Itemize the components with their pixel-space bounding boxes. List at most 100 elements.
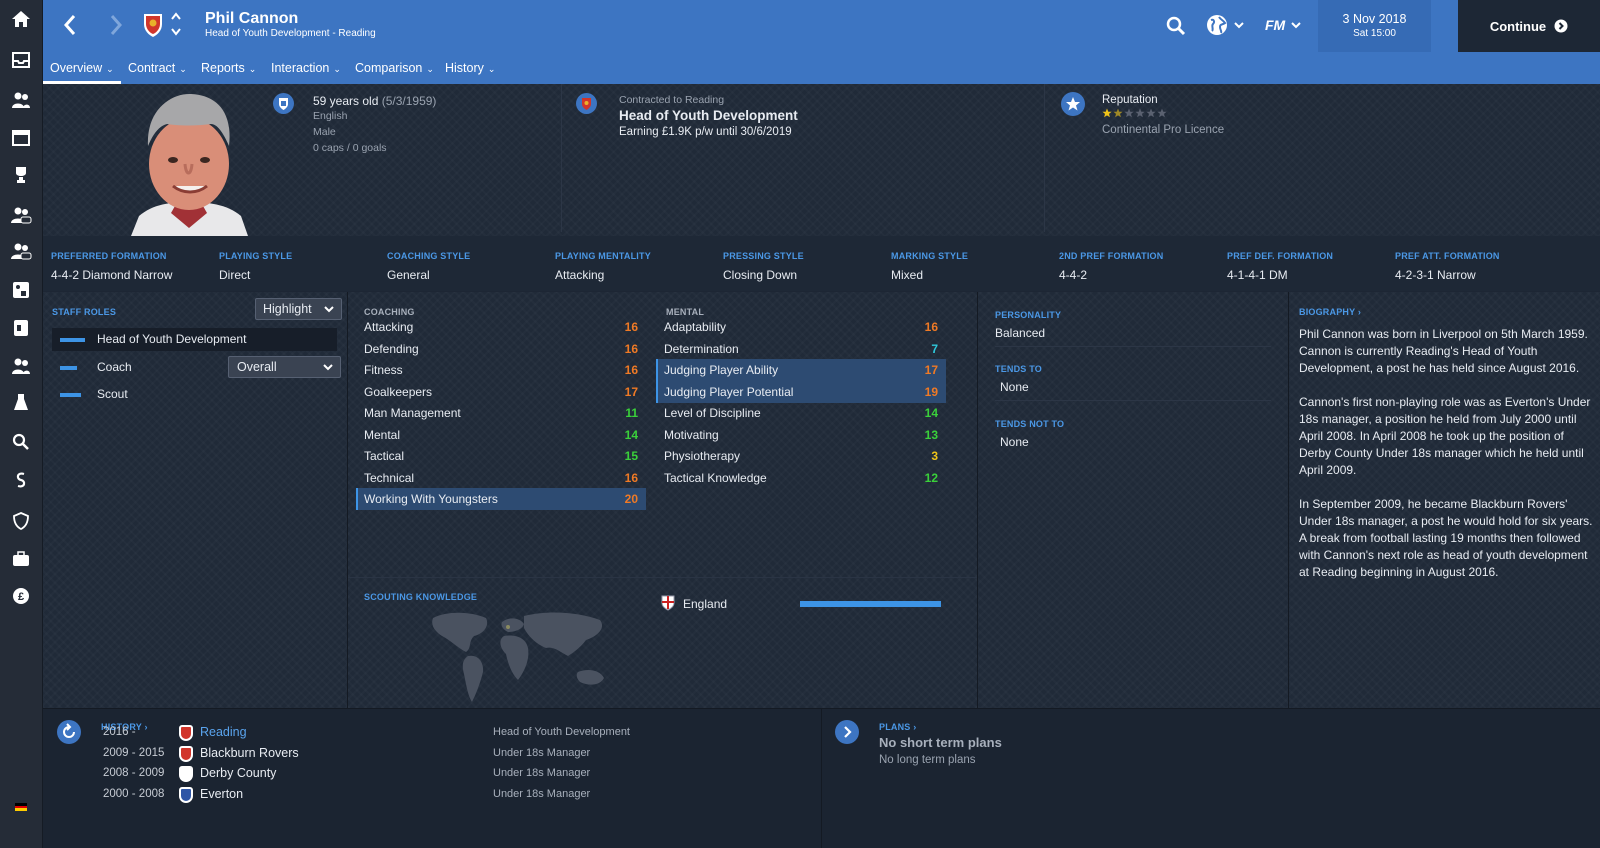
mental-attribute-row[interactable]: Adaptability 16	[656, 316, 946, 338]
coaching-attribute-row[interactable]: Technical 16	[356, 467, 646, 489]
training-icon[interactable]	[10, 391, 32, 413]
tab-overview[interactable]: Overview ⌄	[43, 52, 121, 84]
plans-link[interactable]: PLANS ›	[879, 722, 917, 732]
search-icon[interactable]	[10, 431, 32, 453]
attribute-value: 20	[624, 492, 638, 506]
tab-reports[interactable]: Reports ⌄	[194, 52, 263, 84]
tends-not-to-value: None	[1000, 435, 1029, 449]
mental-attribute-row[interactable]: Motivating 13	[656, 424, 946, 446]
mental-attribute-row[interactable]: Physiotherapy 3	[656, 445, 946, 467]
finances-icon[interactable]: £	[10, 585, 32, 607]
club-badge-icon	[576, 93, 597, 117]
squad-icon[interactable]	[10, 89, 32, 111]
continue-button[interactable]: Continue	[1458, 0, 1600, 52]
role-row-coach[interactable]: Coach Overall	[52, 356, 341, 379]
tactic-5: MARKING STYLE Mixed	[891, 251, 968, 282]
coaching-attribute-row[interactable]: Goalkeepers 17	[356, 381, 646, 403]
history-link[interactable]: HISTORY ›	[101, 722, 148, 732]
tactic-1: PLAYING STYLE Direct	[219, 251, 292, 282]
mental-attribute-row[interactable]: Judging Player Ability 17	[656, 359, 946, 381]
attribute-value: 12	[924, 470, 938, 485]
schedule-icon[interactable]	[10, 127, 32, 149]
staff-role: Head of Youth Development	[619, 108, 798, 123]
plans-arrow-icon	[835, 720, 859, 747]
knowledge-bar-track	[800, 601, 941, 607]
coach-rating-dropdown[interactable]: Overall	[228, 356, 341, 378]
home-icon[interactable]	[10, 8, 32, 30]
coaching-attribute-row[interactable]: Tactical 15	[356, 445, 646, 467]
history-role: Under 18s Manager	[493, 746, 591, 759]
history-club-link[interactable]: Derby County	[200, 766, 277, 780]
sub-navigation: Overview ⌄ Contract ⌄ Reports ⌄ Interaction…	[43, 52, 1600, 84]
tactic-2: COACHING STYLE General	[387, 251, 470, 282]
attribute-label: Motivating	[664, 427, 719, 442]
history-club-link[interactable]: Blackburn Rovers	[200, 745, 299, 760]
fm-menu[interactable]: FM	[1265, 17, 1301, 33]
attribute-label: Man Management	[364, 406, 461, 420]
biography-paragraph: Cannon's first non-playing role was as E…	[1299, 395, 1591, 477]
long-term-plans: No long term plans	[879, 754, 976, 766]
tactic-label: PREFERRED FORMATION	[51, 251, 167, 261]
history-club-link[interactable]: Everton	[200, 786, 244, 801]
staff-icon[interactable]	[10, 355, 32, 377]
attribute-label: Adaptability	[664, 320, 727, 334]
chevron-down-icon	[323, 364, 333, 371]
staff-switch-icon[interactable]	[170, 11, 182, 40]
trophy-icon[interactable]	[10, 164, 32, 186]
contract-label: Contracted to Reading	[619, 94, 725, 106]
coaching-attribute-row[interactable]: Man Management 11	[356, 402, 646, 424]
tactic-value: 4-4-2 Diamond Narrow	[51, 268, 173, 282]
coaching-attribute-row[interactable]: Fitness 16	[356, 359, 646, 381]
world-map[interactable]	[428, 606, 618, 709]
tab-interaction[interactable]: Interaction ⌄	[264, 52, 348, 84]
biography-label: BIOGRAPHY	[1299, 307, 1356, 317]
mental-attribute-row[interactable]: Judging Player Potential 19	[656, 380, 946, 403]
scouting-icon[interactable]	[10, 469, 32, 491]
coaching-attribute-row[interactable]: Working With Youngsters 20	[356, 488, 646, 510]
role-bar	[60, 338, 85, 342]
tends-not-to-label: TENDS NOT TO	[995, 419, 1065, 429]
club-vision-icon[interactable]	[10, 510, 32, 532]
tactics-icon[interactable]	[10, 279, 32, 301]
coaching-attribute-row[interactable]: Attacking 16	[356, 316, 646, 338]
forward-arrow-icon[interactable]	[109, 14, 123, 39]
coaching-attribute-row[interactable]: Defending 16	[356, 338, 646, 360]
tactic-4: PRESSING STYLE Closing Down	[723, 251, 804, 282]
tactic-value: Direct	[219, 268, 251, 282]
role-row-scout[interactable]: Scout	[52, 383, 337, 406]
history-club-link[interactable]: Reading	[200, 725, 247, 739]
u23-icon[interactable]	[10, 204, 32, 226]
mental-attribute-row[interactable]: Level of Discipline 14	[656, 402, 946, 424]
coaching-attribute-row[interactable]: Mental 14	[356, 424, 646, 446]
tab-history[interactable]: History ⌄	[438, 52, 502, 84]
role-row-head-youth[interactable]: Head of Youth Development	[52, 328, 337, 351]
star-icon	[1135, 108, 1145, 118]
u18-icon[interactable]	[10, 240, 32, 262]
club-crest-icon[interactable]	[142, 12, 164, 41]
back-arrow-icon[interactable]	[63, 14, 77, 39]
reputation-label: Reputation	[1102, 94, 1158, 106]
arrow-right-circle-icon	[1554, 19, 1568, 33]
date-box[interactable]: 3 Nov 2018 Sat 15:00	[1318, 0, 1431, 52]
tab-contract[interactable]: Contract ⌄	[121, 52, 194, 84]
world-menu[interactable]	[1206, 14, 1244, 36]
biography-text: Phil Cannon was born in Liverpool on 5th…	[1299, 326, 1595, 581]
tactic-value: 4-4-2	[1059, 268, 1088, 282]
star-icon	[1157, 108, 1167, 118]
attribute-label: Mental	[364, 427, 401, 442]
biography-link[interactable]: BIOGRAPHY ›	[1299, 307, 1362, 317]
scouting-country: England	[683, 597, 728, 611]
role-bar	[60, 366, 77, 370]
mental-attribute-row[interactable]: Determination 7	[656, 338, 946, 360]
mental-attribute-row[interactable]: Tactical Knowledge 12	[656, 467, 946, 489]
tactic-7: PREF DEF. FORMATION 4-1-4-1 DM	[1227, 251, 1333, 282]
tab-comparison[interactable]: Comparison ⌄	[348, 52, 441, 84]
transfers-icon[interactable]	[10, 548, 32, 570]
data-hub-icon[interactable]	[10, 317, 32, 339]
search-icon[interactable]	[1166, 16, 1186, 39]
attribute-label: Defending	[364, 341, 419, 356]
attribute-value: 16	[624, 470, 638, 485]
attribute-value: 14	[924, 406, 938, 420]
inbox-icon[interactable]	[10, 49, 32, 71]
highlight-dropdown[interactable]: Highlight	[255, 298, 342, 320]
